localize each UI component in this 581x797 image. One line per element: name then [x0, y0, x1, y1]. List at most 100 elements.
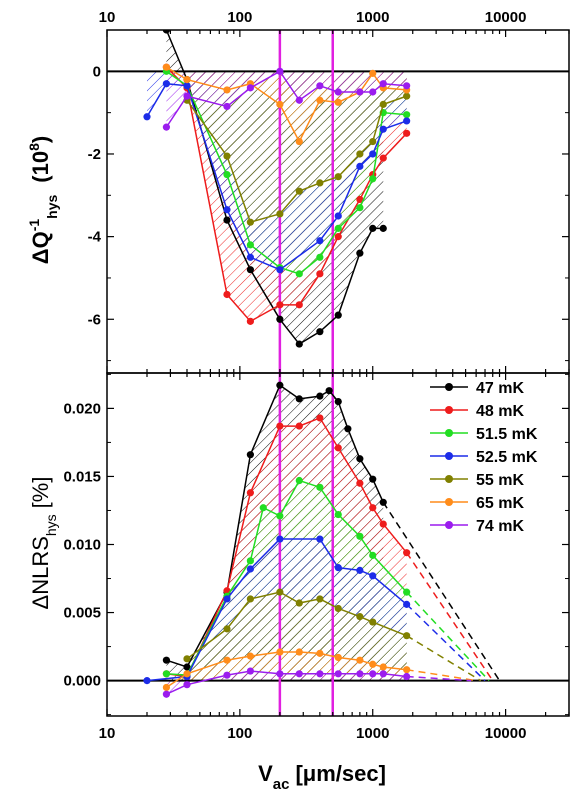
- bottom-y-title-sub: hys: [43, 514, 59, 536]
- legend-marker-52-5-mk: [445, 452, 453, 460]
- top-panel: 10 100 1000 10000 0 -2 -4 -6: [88, 9, 570, 374]
- extrapolation-line-51-5-mk: [406, 591, 490, 682]
- data-point-65-mk: [334, 653, 342, 662]
- data-point-74-mk: [295, 96, 303, 104]
- data-point-47-mk: [295, 395, 303, 403]
- legend-label-48-mk: 48 mK: [476, 403, 524, 420]
- top-y-title-sup: -1: [26, 219, 42, 232]
- data-point-65-mk: [356, 656, 364, 664]
- data-point-55-mk: [276, 210, 284, 218]
- y-tick-label: 0: [93, 63, 101, 80]
- data-point-48-mk: [356, 479, 364, 487]
- data-point-47-mk: [356, 249, 364, 257]
- data-point-51-5-mk: [246, 241, 254, 249]
- data-point-51-5-mk: [316, 253, 324, 261]
- data-point-48-mk: [369, 504, 377, 512]
- data-point-47-mk: [369, 224, 377, 232]
- legend-label-55-mk: 55 mK: [476, 472, 524, 489]
- data-point-55-mk: [369, 137, 377, 146]
- data-point-51-5-mk: [334, 224, 342, 232]
- data-point-47-mk: [276, 315, 284, 323]
- data-point-52-5-mk: [246, 565, 254, 573]
- data-point-47-mk: [369, 475, 377, 483]
- top-y-title-unit-end: ): [28, 136, 53, 143]
- data-point-52-5-mk: [223, 595, 231, 603]
- data-point-65-mk: [162, 63, 171, 71]
- data-point-74-mk: [403, 672, 411, 681]
- top-y-title-sub: hys: [44, 194, 60, 218]
- data-point-65-mk: [246, 652, 254, 660]
- data-point-65-mk: [223, 86, 231, 94]
- data-point-55-mk: [334, 604, 342, 613]
- data-point-47-mk: [334, 311, 342, 319]
- data-point-51-5-mk: [369, 551, 377, 559]
- top-y-axis-title: ΔQ-1hys (108): [26, 136, 60, 264]
- data-point-55-mk: [246, 595, 254, 603]
- data-point-47-mk: [316, 392, 324, 400]
- x-tick-label: 10000: [485, 9, 527, 26]
- data-point-55-mk: [356, 613, 364, 621]
- data-point-55-mk: [403, 92, 411, 100]
- data-point-51-5-mk: [316, 483, 324, 491]
- data-point-65-mk: [334, 98, 342, 106]
- data-point-65-mk: [369, 69, 377, 77]
- data-point-74-mk: [223, 102, 231, 111]
- data-point-47-mk: [183, 663, 191, 671]
- data-point-55-mk: [223, 625, 231, 633]
- legend-marker-48-mk: [445, 406, 453, 414]
- legend-label-74-mk: 74 mK: [476, 518, 524, 535]
- hysteresis-area-55-mk: [186, 71, 407, 223]
- data-point-55-mk: [183, 655, 191, 663]
- data-point-52-5-mk: [369, 150, 377, 158]
- legend: 47 mK 48 mK 51.5 mK 52.5 mK 55 mK 65 mK 74 mK: [430, 380, 538, 535]
- data-point-74-mk: [162, 123, 171, 131]
- data-point-52-5-mk: [246, 253, 254, 261]
- data-point-74-mk: [356, 670, 364, 678]
- plot-area: [107, 373, 569, 716]
- x-axis-title: Vac [μm/sec]: [258, 761, 386, 793]
- data-point-51-5-mk: [334, 510, 342, 519]
- data-point-52-5-mk: [162, 80, 171, 88]
- data-point-65-mk: [276, 648, 284, 656]
- data-point-74-mk: [246, 667, 254, 675]
- data-point-51-5-mk: [223, 171, 231, 179]
- x-tick-label: 10: [99, 9, 116, 26]
- data-point-65-mk: [223, 656, 231, 664]
- data-point-52-5-mk: [379, 125, 387, 133]
- data-point-52-5-mk: [403, 600, 411, 608]
- data-point-48-mk: [334, 233, 342, 241]
- data-point-55-mk: [223, 152, 231, 160]
- data-point-52-5-mk: [143, 677, 151, 685]
- data-point-65-mk: [162, 683, 171, 692]
- data-point-74-mk: [379, 80, 387, 88]
- data-point-51-5-mk: [246, 557, 254, 565]
- data-point-48-mk: [403, 549, 411, 557]
- x-title-unit: [μm/sec]: [295, 761, 386, 786]
- data-point-74-mk: [295, 670, 303, 678]
- legend-marker-74-mk: [445, 521, 453, 529]
- data-point-55-mk: [295, 599, 303, 607]
- data-point-51-5-mk: [403, 588, 411, 596]
- data-point-48-mk: [379, 520, 387, 528]
- data-point-52-5-mk: [183, 82, 191, 90]
- legend-marker-55-mk: [445, 475, 453, 483]
- data-point-48-mk: [276, 422, 284, 430]
- data-point-48-mk: [356, 195, 364, 204]
- bottom-y-title-main: ΔNLRS: [28, 536, 53, 609]
- data-point-65-mk: [403, 666, 411, 674]
- data-point-51-5-mk: [295, 270, 303, 278]
- data-point-52-5-mk: [403, 117, 411, 125]
- x-title-main: V: [258, 761, 273, 786]
- legend-marker-65-mk: [445, 498, 453, 506]
- extrapolation-line-48-mk: [406, 552, 494, 682]
- bottom-y-title-unit: [%]: [28, 477, 53, 509]
- y-tick-label: 0.010: [63, 537, 101, 554]
- data-point-48-mk: [295, 422, 303, 430]
- data-point-74-mk: [246, 84, 254, 92]
- data-point-51-5-mk: [295, 476, 303, 485]
- data-point-47-mk: [325, 387, 333, 395]
- data-point-55-mk: [334, 173, 342, 181]
- data-point-48-mk: [276, 301, 284, 309]
- data-point-48-mk: [295, 301, 303, 309]
